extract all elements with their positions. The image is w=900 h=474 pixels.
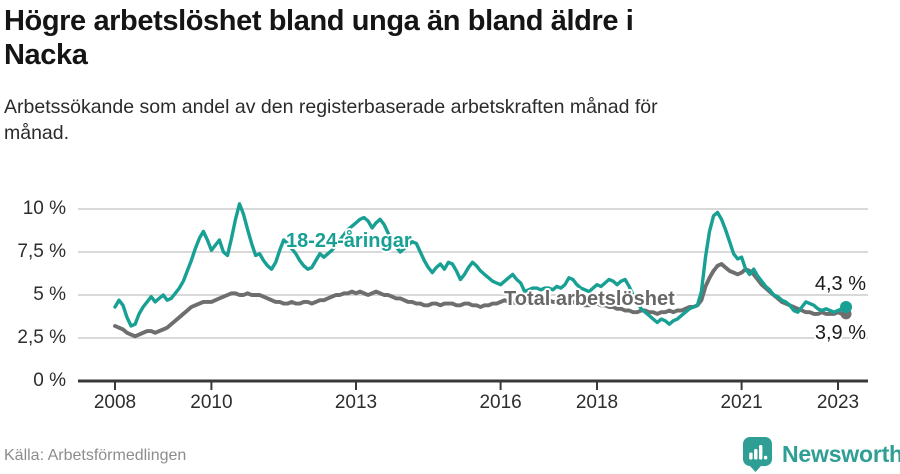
x-axis-tick-label: 2008 [93, 392, 137, 413]
series-end-dot-young [840, 301, 853, 314]
series-line-young [113, 202, 848, 328]
x-axis-tick-label: 2016 [479, 392, 522, 413]
subtitle-line-1: Arbetssökande som andel av den registerb… [4, 96, 658, 118]
subtitle-line-2: månad. [4, 122, 70, 144]
page-title: Högre arbetslöshet bland unga än bland ä… [4, 4, 884, 72]
end-value-label-young: 4,3 % [814, 273, 866, 295]
x-axis-tick-label: 2023 [816, 392, 860, 413]
newsworthy-logo: Newsworthy [742, 436, 900, 472]
end-value-label-total: 3,9 % [814, 322, 866, 344]
y-axis-tick-label: 7,5 % [17, 241, 66, 262]
source-text: Källa: Arbetsförmedlingen [4, 447, 187, 464]
x-axis-tick-label: 2018 [575, 392, 619, 413]
brand-name: Newsworthy [782, 440, 900, 467]
y-axis-tick-label: 10 % [22, 198, 66, 219]
x-axis-tick-label: 2021 [720, 392, 763, 413]
y-axis-tick-label: 2,5 % [17, 327, 66, 348]
title-line-1: Högre arbetslöshet bland unga än bland ä… [4, 5, 634, 37]
chart-bubble-icon [743, 437, 772, 472]
chart-canvas [78, 202, 868, 390]
y-axis-tick-label: 5 % [33, 284, 66, 305]
series-label-total: Total arbetslöshet [504, 288, 675, 310]
chart-subtitle: Arbetssökande som andel av den registerb… [4, 94, 864, 146]
x-axis-tick-label: 2010 [190, 392, 233, 413]
axis-tick-labels: 0 % 2,5 % 5 % 7,5 % 10 % 2008 2010 2013 2016 2018… [17, 198, 860, 413]
series-label-young: 18-24-åringar [286, 230, 412, 252]
series-line-total [113, 262, 848, 339]
unemployment-line-chart: 0 % 2,5 % 5 % 7,5 % 10 % 2008 2010 2013 2016 2018… [17, 198, 868, 413]
title-line-2: Nacka [4, 39, 88, 71]
x-axis-tick-label: 2013 [334, 392, 378, 413]
y-axis-tick-label: 0 % [33, 370, 66, 391]
